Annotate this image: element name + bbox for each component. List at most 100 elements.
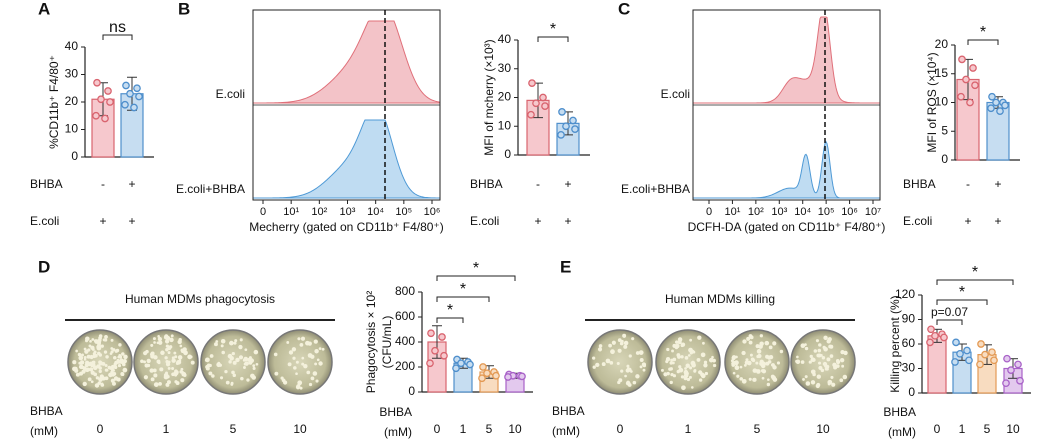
colony — [617, 380, 621, 385]
data-point — [990, 356, 998, 365]
colony — [818, 343, 822, 347]
data-point — [121, 100, 129, 109]
x-axis-label: DCFH-DA (gated on CD11b⁺ F4/80⁺) — [688, 220, 886, 234]
colony — [830, 375, 834, 379]
colony — [638, 350, 644, 355]
colony — [220, 338, 226, 344]
colony — [157, 335, 160, 338]
colony — [688, 375, 692, 379]
colony — [299, 343, 304, 347]
colony — [678, 365, 682, 369]
sample-label: E.coli+BHBA — [621, 182, 690, 196]
y-tick-label: 60 — [902, 336, 916, 350]
x-axis-label: BHBA — [883, 405, 916, 419]
colony — [110, 350, 114, 354]
colony — [95, 376, 100, 380]
x-tick-label: 10⁴ — [367, 206, 384, 218]
colony — [760, 363, 766, 369]
colony — [140, 359, 144, 363]
colony — [117, 360, 121, 364]
colony — [77, 352, 82, 357]
colony — [617, 338, 622, 343]
colony — [90, 380, 94, 384]
colony — [810, 380, 816, 385]
colony — [228, 360, 232, 364]
colony — [221, 350, 226, 355]
data-point — [956, 349, 964, 358]
colony — [676, 369, 680, 374]
colony — [800, 360, 805, 364]
colony — [624, 374, 627, 378]
data-point — [452, 364, 460, 373]
y-axis-label: Killing percent (%) — [888, 295, 902, 392]
colony — [700, 373, 706, 379]
colony — [703, 360, 708, 364]
data-point — [483, 369, 491, 378]
panel-label: A — [38, 0, 50, 18]
y-axis-label: MFI of mcherry (×10³) — [482, 39, 496, 155]
y-tick-label: 800 — [395, 284, 415, 298]
colony — [93, 350, 97, 354]
histogram-curve — [252, 119, 441, 199]
colony — [220, 344, 224, 348]
colony — [819, 354, 823, 357]
x-tick-label: 10 — [508, 422, 522, 436]
colony — [764, 340, 770, 346]
data-point — [1003, 354, 1011, 363]
colony — [98, 369, 102, 374]
colony — [102, 338, 106, 342]
colony — [316, 358, 320, 362]
colony — [158, 340, 163, 345]
data-point — [527, 110, 535, 119]
significance-bracket — [936, 299, 988, 305]
x-tick-label: 0 — [706, 206, 712, 218]
petri-dish — [133, 329, 199, 395]
colony — [767, 360, 772, 364]
colony — [104, 334, 108, 339]
x-tick-label: 10⁷ — [865, 206, 881, 218]
colony — [233, 341, 237, 345]
colony — [736, 374, 740, 378]
colony — [173, 371, 178, 376]
colony — [75, 349, 78, 353]
colony — [749, 353, 753, 357]
colony — [177, 355, 183, 360]
y-tick-label: 40 — [65, 39, 79, 53]
colony — [639, 365, 643, 369]
colony — [771, 363, 775, 367]
colony — [104, 364, 108, 368]
data-point — [931, 331, 939, 340]
colony — [110, 370, 114, 374]
data-point — [557, 131, 565, 139]
colony — [670, 372, 674, 377]
data-point — [927, 325, 935, 334]
colony — [732, 371, 736, 375]
colony — [840, 350, 845, 355]
x-tick-label: 1 — [959, 422, 966, 436]
colony — [180, 348, 185, 353]
colony — [153, 341, 156, 344]
colony — [153, 382, 159, 387]
colony — [752, 368, 758, 373]
colony — [97, 340, 102, 345]
colony — [668, 367, 672, 371]
colony — [98, 366, 102, 370]
colony — [165, 359, 169, 364]
colony — [75, 372, 80, 377]
colony — [749, 335, 754, 340]
data-point — [558, 108, 566, 116]
colony — [110, 364, 115, 369]
colony — [827, 382, 831, 386]
colony — [232, 373, 237, 378]
colony — [828, 344, 833, 349]
colony — [234, 339, 238, 343]
colony — [89, 340, 92, 343]
colony — [150, 343, 154, 347]
colony — [815, 383, 820, 389]
row-label: (mM) — [552, 424, 580, 438]
colony — [735, 355, 738, 359]
colony — [81, 369, 86, 374]
colony — [741, 350, 746, 356]
colony — [755, 344, 760, 349]
data-point — [478, 374, 486, 383]
